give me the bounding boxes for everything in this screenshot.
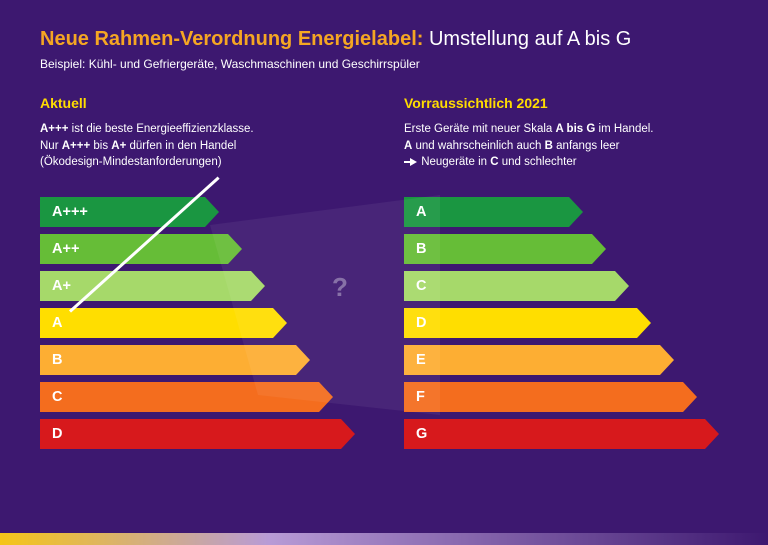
chevron-right-icon [637,308,651,338]
chevron-right-icon [660,345,674,375]
energy-bar: D [404,308,728,338]
energy-bar-label: A+ [52,278,71,294]
columns: Aktuell A+++ ist die beste Energieeffizi… [40,95,728,449]
energy-bar: C [404,271,728,301]
energy-bar: A [40,308,364,338]
right-bars: A B C D E F G [404,197,728,449]
left-column: Aktuell A+++ ist die beste Energieeffizi… [40,95,364,449]
energy-bar-body: B [404,234,592,264]
right-heading: Vorraussichtlich 2021 [404,95,728,111]
energy-bar-body: D [404,308,637,338]
energy-bar-body: C [404,271,615,301]
energy-bar-label: A [416,204,426,220]
energy-bar-label: F [416,389,425,405]
energy-bar-label: C [416,278,426,294]
energy-bar-label: C [52,389,62,405]
energy-bar: B [40,345,364,375]
title-part2: Umstellung auf A bis G [423,28,631,50]
chevron-right-icon [683,382,697,412]
right-description: Erste Geräte mit neuer Skala A bis G im … [404,121,728,179]
footer-gradient-bar [0,533,768,545]
energy-bar: D [40,419,364,449]
energy-bar-label: D [416,315,426,331]
energy-bar-body: F [404,382,683,412]
energy-bar-label: A+++ [52,204,88,220]
energy-bar-label: B [52,352,62,368]
chevron-right-icon [273,308,287,338]
chevron-right-icon [569,197,583,227]
energy-bar: F [404,382,728,412]
title-part1: Neue Rahmen-Verordnung Energielabel: [40,28,423,50]
energy-bar-label: B [416,241,426,257]
energy-bar: G [404,419,728,449]
energy-bar-body: D [40,419,341,449]
right-column: Vorraussichtlich 2021 Erste Geräte mit n… [404,95,728,449]
energy-bar-body: B [40,345,296,375]
energy-bar-body: A [404,197,569,227]
chevron-right-icon [205,197,219,227]
energy-bar-body: C [40,382,319,412]
energy-bar-body: E [404,345,660,375]
energy-bar: C [40,382,364,412]
chevron-right-icon [296,345,310,375]
energy-bar: A [404,197,728,227]
energy-bar: A++ [40,234,364,264]
question-mark: ? [332,272,348,303]
subtitle: Beispiel: Kühl- und Gefriergeräte, Wasch… [40,57,728,71]
chevron-right-icon [341,419,355,449]
left-bars: A+++ A++ A+ A B C D [40,197,364,449]
energy-bar-label: E [416,352,426,368]
main-title: Neue Rahmen-Verordnung Energielabel: Ums… [40,28,728,51]
energy-bar-body: G [404,419,705,449]
energy-bar: E [404,345,728,375]
energy-bar: B [404,234,728,264]
infographic-container: Neue Rahmen-Verordnung Energielabel: Ums… [0,0,768,449]
chevron-right-icon [228,234,242,264]
energy-bar-label: D [52,426,62,442]
energy-bar-body: A+ [40,271,251,301]
chevron-right-icon [319,382,333,412]
chevron-right-icon [592,234,606,264]
energy-bar-body: A [40,308,273,338]
chevron-right-icon [615,271,629,301]
left-heading: Aktuell [40,95,364,111]
energy-bar: A+++ [40,197,364,227]
chevron-right-icon [705,419,719,449]
energy-bar-label: A [52,315,62,331]
energy-bar-label: G [416,426,427,442]
chevron-right-icon [251,271,265,301]
left-description: A+++ ist die beste Energieeffizienzklass… [40,121,364,179]
energy-bar-body: A++ [40,234,228,264]
energy-bar-label: A++ [52,241,79,257]
